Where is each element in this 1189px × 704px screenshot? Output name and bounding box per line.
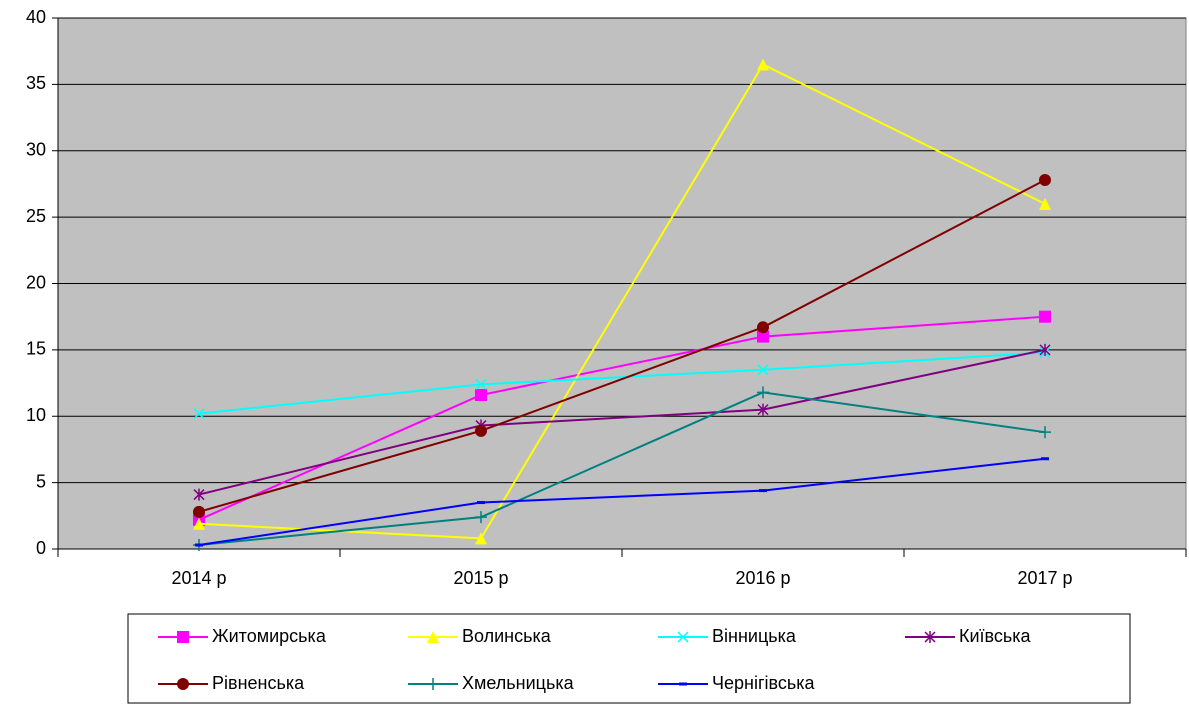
- legend: [127, 613, 1131, 704]
- marker: [427, 678, 439, 690]
- legend-label: Чернігівська: [712, 673, 816, 693]
- series-line: [198, 315, 1046, 521]
- marker: [679, 682, 687, 686]
- legend-label: Хмельницька: [462, 673, 575, 693]
- marker: [1039, 310, 1051, 323]
- marker: [193, 408, 205, 420]
- marker: [475, 424, 487, 437]
- marker: [759, 489, 767, 493]
- marker: [193, 488, 205, 501]
- marker: [757, 364, 769, 376]
- y-tick-label: 0: [36, 538, 46, 558]
- x-tick-label: 2017 р: [1017, 568, 1072, 588]
- marker: [1039, 197, 1051, 210]
- marker: [924, 631, 936, 643]
- y-tick-label: 20: [26, 272, 46, 292]
- marker: [677, 631, 689, 643]
- x-tick-label: 2016 р: [735, 568, 790, 588]
- marker: [1039, 343, 1051, 356]
- series-line: [198, 179, 1046, 513]
- marker: [427, 631, 439, 643]
- marker: [195, 543, 203, 547]
- y-tick-label: 10: [26, 405, 46, 425]
- marker: [757, 403, 769, 416]
- x-tick-label: 2015 р: [453, 568, 508, 588]
- legend-label: Житомирська: [212, 626, 327, 646]
- marker: [757, 321, 769, 334]
- series-line: [198, 391, 1046, 547]
- y-tick-label: 35: [26, 73, 46, 93]
- marker: [757, 386, 769, 399]
- marker: [193, 505, 205, 518]
- marker: [477, 501, 485, 505]
- legend-label: Волинська: [462, 626, 552, 646]
- marker: [475, 532, 487, 545]
- marker: [177, 678, 189, 690]
- y-tick-label: 30: [26, 140, 46, 160]
- marker: [1039, 426, 1051, 439]
- marker: [177, 631, 189, 643]
- y-tick-label: 15: [26, 339, 46, 359]
- x-tick-label: 2014 р: [171, 568, 226, 588]
- marker: [475, 378, 487, 390]
- legend-label: Київська: [959, 626, 1032, 646]
- series-line: [198, 348, 1046, 496]
- marker: [1039, 173, 1051, 186]
- marker: [1041, 457, 1049, 461]
- y-tick-label: 25: [26, 206, 46, 226]
- legend-label: Вінницька: [712, 626, 797, 646]
- marker: [475, 511, 487, 524]
- marker: [193, 517, 205, 530]
- legend-label: Рівненська: [212, 673, 305, 693]
- marker: [475, 389, 487, 402]
- marker: [757, 330, 769, 343]
- series-line: [198, 351, 1046, 415]
- marker: [757, 58, 769, 71]
- y-tick-label: 40: [26, 7, 46, 27]
- series-line: [198, 457, 1046, 547]
- y-tick-label: 5: [36, 471, 46, 491]
